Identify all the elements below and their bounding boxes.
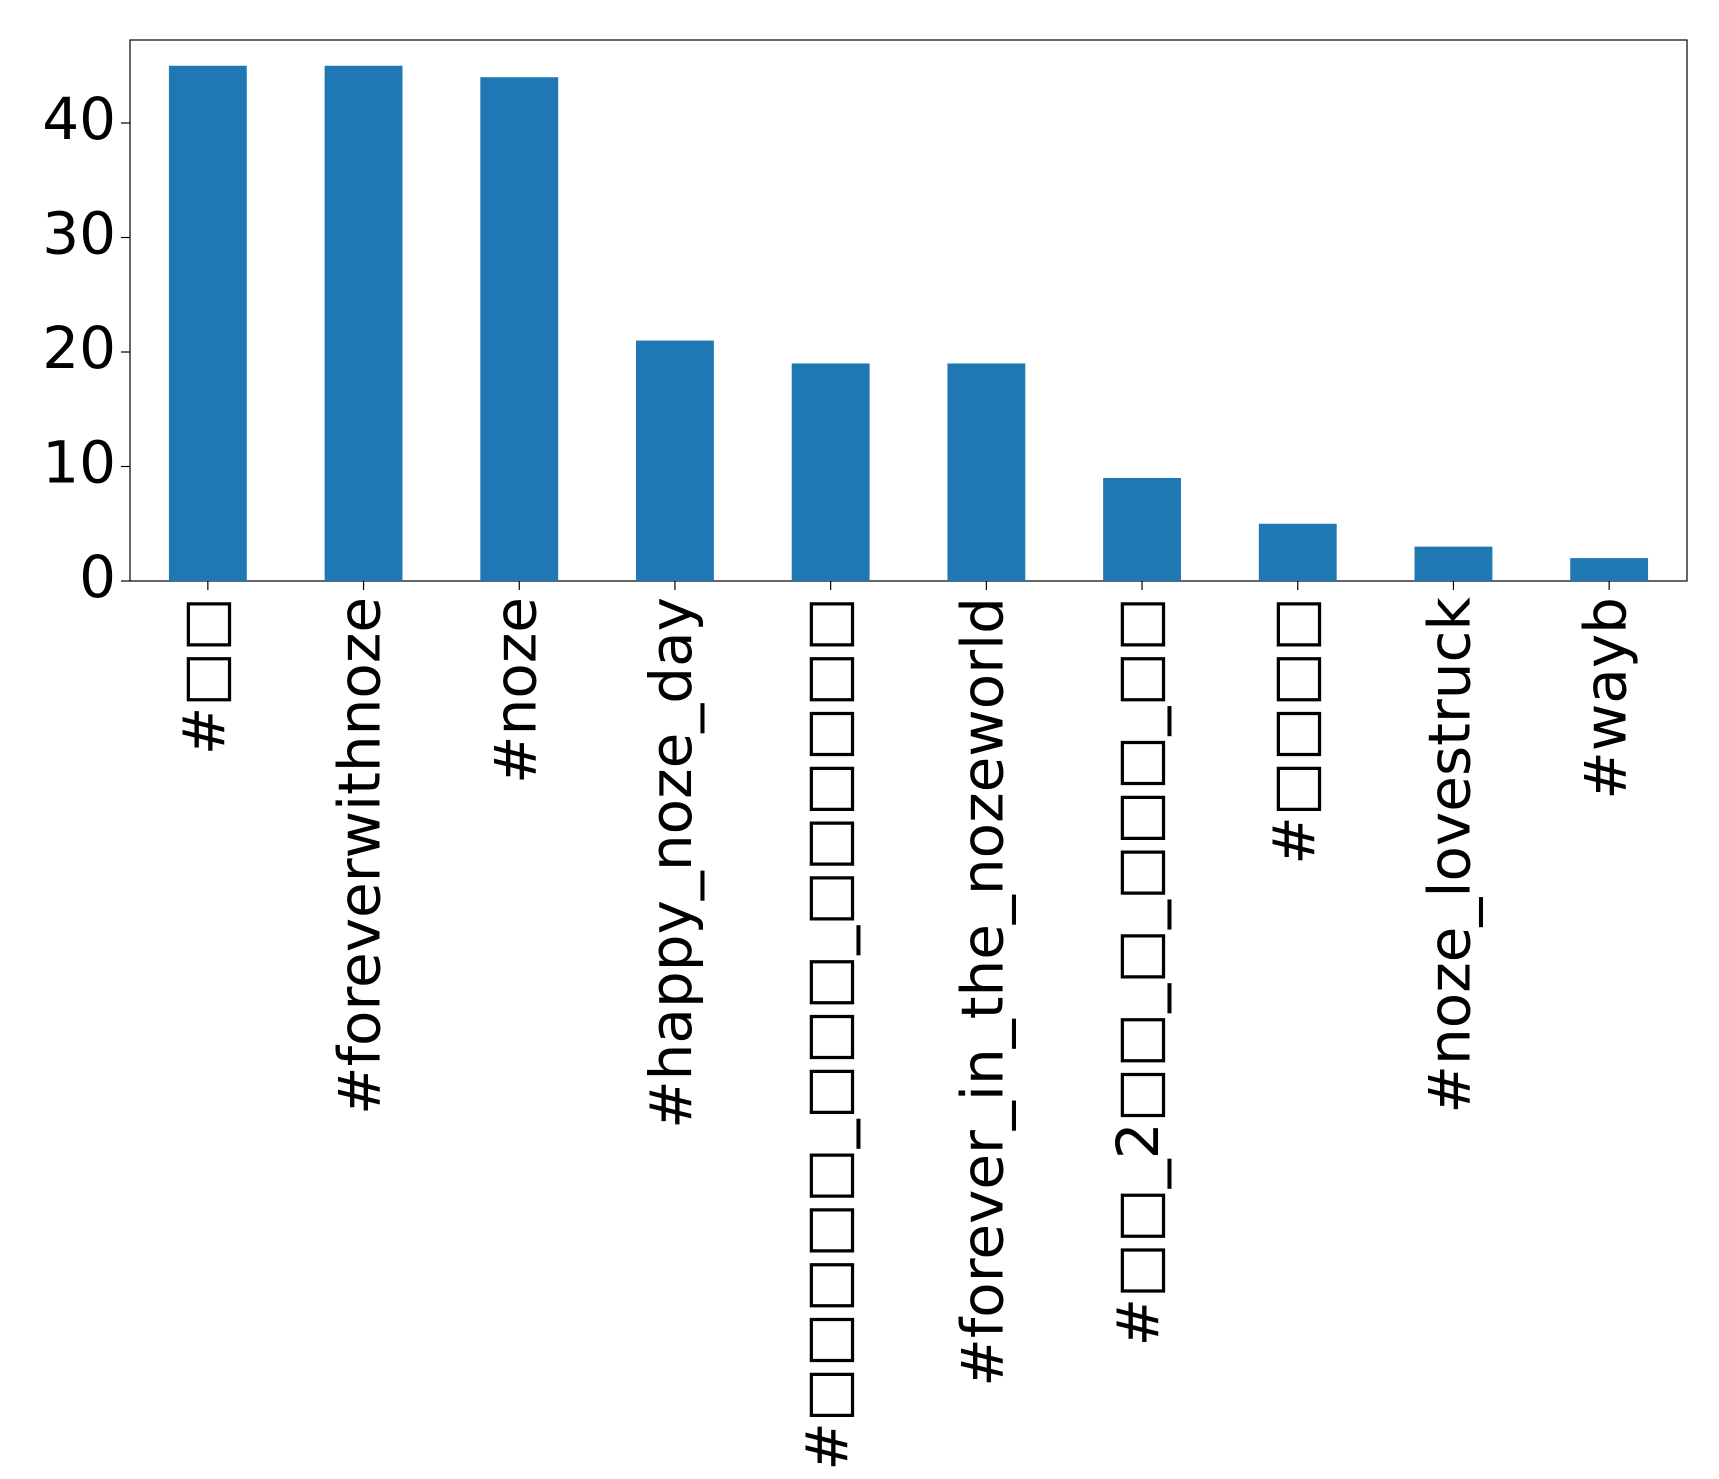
y-tick-label: 20 bbox=[42, 314, 116, 382]
bar bbox=[636, 340, 714, 581]
bar bbox=[1103, 477, 1181, 581]
x-tick-label: #foreverwithnoze bbox=[326, 597, 394, 1115]
y-tick-label: 30 bbox=[42, 200, 116, 268]
bar bbox=[947, 363, 1026, 581]
x-tick-label: #□□_2□□_□_□□□_□□ bbox=[1104, 597, 1172, 1347]
bar bbox=[480, 77, 559, 581]
bar bbox=[324, 65, 403, 581]
y-tick-label: 10 bbox=[42, 429, 116, 497]
x-tick-label: #noze_lovestruck bbox=[1416, 597, 1484, 1114]
plot-frame bbox=[129, 39, 1688, 582]
x-tick-label: #noze bbox=[481, 597, 549, 784]
x-tick-label: #forever_in_the_nozeworld bbox=[948, 597, 1016, 1387]
x-tick-label: #□□□□□_□□□_□□□□□□ bbox=[793, 597, 861, 1471]
x-tick-label: #wayb bbox=[1571, 597, 1639, 800]
y-tick-label: 0 bbox=[79, 543, 116, 611]
bar bbox=[1414, 546, 1493, 581]
bar bbox=[1258, 523, 1337, 581]
x-tick-label: #happy_noze_day bbox=[637, 597, 705, 1129]
x-tick-label: #□□□□ bbox=[1260, 597, 1328, 865]
bar bbox=[1570, 558, 1649, 581]
y-tick-label: 40 bbox=[42, 85, 116, 153]
x-tick-label: #□□ bbox=[170, 597, 238, 755]
bar bbox=[168, 65, 247, 581]
bar bbox=[791, 363, 870, 581]
